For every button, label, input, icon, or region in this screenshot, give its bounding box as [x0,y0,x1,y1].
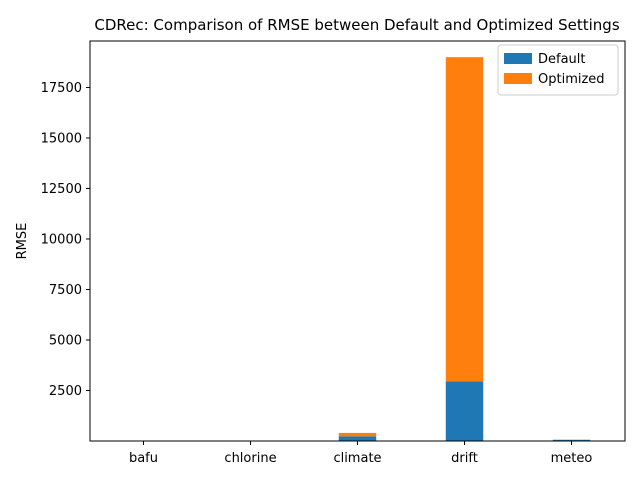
axes-frame [90,41,625,441]
y-tick-label: 15000 [41,131,82,146]
legend-swatch-optimized [504,73,532,84]
bar-optimized-climate [339,433,376,436]
y-tick-label: 2500 [49,384,82,399]
bar-optimized-drift [446,57,483,381]
bar-default-climate [339,436,376,441]
legend-swatch-default [504,53,532,64]
bar-default-drift [446,381,483,441]
y-tick-label: 17500 [41,81,82,96]
x-tick-label: bafu [129,451,158,466]
legend: Default Optimized [498,45,618,95]
y-tick-label: 5000 [49,333,82,348]
y-tick-label: 12500 [41,182,82,197]
x-tick-label: meteo [551,451,593,466]
x-tick-label: chlorine [224,451,276,466]
x-tick-label: climate [333,451,381,466]
legend-label-default: Default [538,52,586,67]
y-tick-label: 7500 [49,283,82,298]
chart-title: CDRec: Comparison of RMSE between Defaul… [94,16,619,34]
legend-label-optimized: Optimized [538,72,605,87]
x-tick-label: drift [451,451,478,466]
y-axis-label: RMSE [15,223,30,260]
y-tick-label: 10000 [41,232,82,247]
